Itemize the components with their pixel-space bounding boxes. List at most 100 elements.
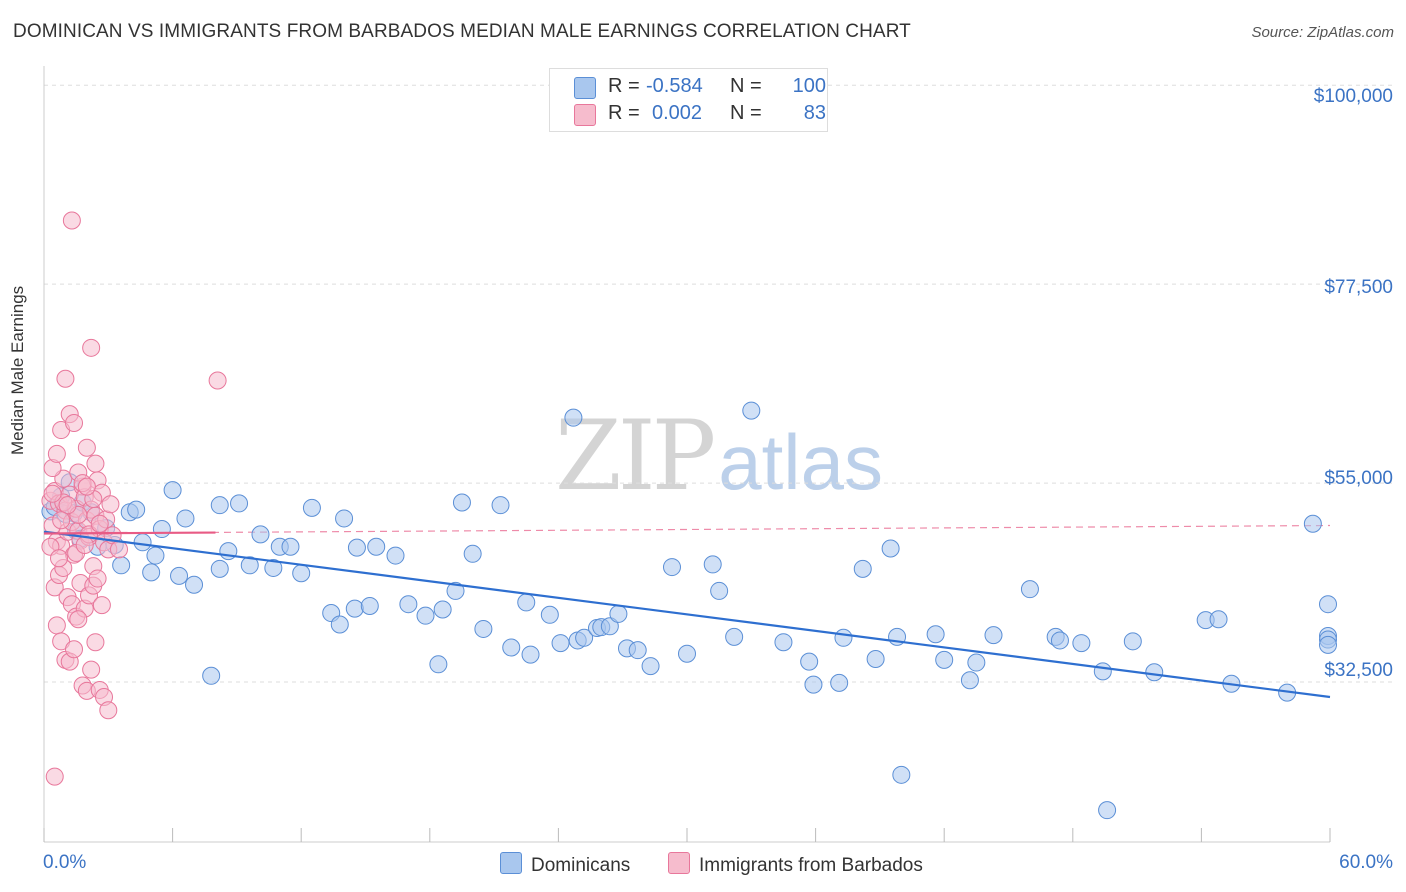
dominican-point: [1123, 632, 1142, 651]
dominican-point: [967, 653, 986, 672]
dominican-point: [185, 575, 204, 594]
dominican-point: [1020, 580, 1039, 599]
dominican-point: [628, 641, 647, 660]
barbados-point: [45, 767, 64, 786]
chart-source: Source: ZipAtlas.com: [1251, 24, 1394, 41]
legend-label: Dominicans: [531, 855, 631, 876]
dominican-point: [609, 604, 628, 623]
dominican-point: [264, 558, 283, 577]
y-axis-label: Median Male Earnings: [8, 285, 27, 455]
dominican-point: [641, 657, 660, 676]
dominican-point: [112, 556, 131, 575]
legend-swatch-pink: [668, 852, 690, 874]
dominican-point: [703, 555, 722, 574]
dominican-point: [251, 525, 270, 544]
dominican-point: [416, 606, 435, 625]
dominican-point: [210, 559, 229, 578]
dominican-point: [163, 481, 182, 500]
y-tick-label: $77,500: [1324, 277, 1393, 298]
dominican-point: [1319, 635, 1337, 654]
barbados-point: [50, 549, 69, 568]
barbados-point: [65, 413, 84, 432]
legend-item-dominicans: Dominicans: [500, 852, 630, 877]
dominican-point: [491, 496, 510, 515]
dominican-point: [367, 537, 386, 556]
dominican-point: [742, 401, 761, 420]
dominican-point: [429, 655, 448, 674]
legend-item-barbados: Immigrants from Barbados: [668, 852, 923, 877]
dominican-point: [463, 544, 482, 563]
barbados-point: [69, 610, 88, 629]
x-tick-label-max: 60.0%: [1339, 852, 1393, 873]
legend-r-label: R =: [608, 102, 640, 124]
dominican-point: [345, 599, 364, 618]
dominican-point: [1093, 662, 1112, 681]
x-tick-label-min: 0.0%: [43, 852, 87, 873]
dominican-point: [142, 563, 161, 582]
correlation-legend: R = -0.584 N = 100 R = 0.002 N = 83: [549, 68, 828, 132]
dominican-point: [176, 509, 195, 528]
dominican-point: [230, 494, 249, 513]
dominican-point: [502, 638, 521, 657]
dominican-point: [1050, 631, 1069, 650]
dominican-point: [800, 652, 819, 671]
dominican-point: [292, 564, 311, 583]
legend-swatch-blue: [574, 77, 596, 99]
barbados-point: [86, 633, 105, 652]
barbados-point: [90, 514, 109, 533]
dominican-point: [710, 581, 729, 600]
barbados-point: [99, 701, 118, 720]
dominican-point: [834, 628, 853, 647]
legend-n-label: N =: [730, 102, 762, 124]
dominican-point: [866, 650, 885, 669]
chart-title: DOMINICAN VS IMMIGRANTS FROM BARBADOS ME…: [13, 21, 911, 42]
dominican-point: [984, 626, 1003, 645]
dominican-point: [399, 595, 418, 614]
dominican-point: [152, 520, 171, 539]
dominican-point: [202, 666, 221, 685]
dominican-point: [804, 675, 823, 694]
barbados-point: [86, 454, 105, 473]
dominican-point: [452, 493, 471, 512]
dominican-point: [575, 628, 594, 647]
dominican-point: [960, 671, 979, 690]
dominican-point: [774, 633, 793, 652]
barbados-point: [208, 371, 227, 390]
barbados-point: [82, 338, 101, 357]
dominican-point: [127, 500, 146, 519]
dominican-point: [881, 539, 900, 558]
watermark-atlas: atlas: [718, 418, 883, 506]
dominican-point: [433, 600, 452, 619]
barbados-point: [92, 596, 111, 615]
dominican-point: [1072, 634, 1091, 653]
barbados-point: [77, 438, 96, 457]
dominican-point: [678, 644, 696, 663]
barbados-point: [110, 540, 129, 559]
dominican-point: [1145, 663, 1164, 682]
dominican-point: [210, 496, 229, 515]
legend-swatch-pink: [574, 104, 596, 126]
dominican-point: [517, 593, 536, 612]
legend-r-value: 0.002: [652, 102, 703, 124]
y-tick-label: $32,500: [1324, 660, 1393, 681]
barbados-point: [82, 660, 101, 679]
dominican-point: [1319, 595, 1337, 614]
y-tick-label: $55,000: [1324, 468, 1393, 489]
barbados-point: [52, 632, 71, 651]
barbados-trend-extended: [43, 524, 1331, 535]
barbados-point: [75, 535, 94, 554]
barbados-point: [62, 211, 81, 230]
dominican-point: [725, 627, 744, 646]
barbados-point: [52, 511, 71, 530]
dominican-point: [1303, 514, 1322, 533]
y-tick-label: $100,000: [1313, 86, 1393, 107]
dominican-point: [600, 617, 619, 636]
dominican-point: [281, 537, 300, 556]
legend-n-value: 83: [803, 102, 826, 124]
dominican-point: [146, 546, 165, 565]
dominican-point: [1098, 801, 1117, 820]
dominican-point: [540, 605, 559, 624]
barbados-point: [65, 640, 84, 659]
barbados-point: [47, 616, 66, 635]
dominican-point: [170, 566, 189, 585]
